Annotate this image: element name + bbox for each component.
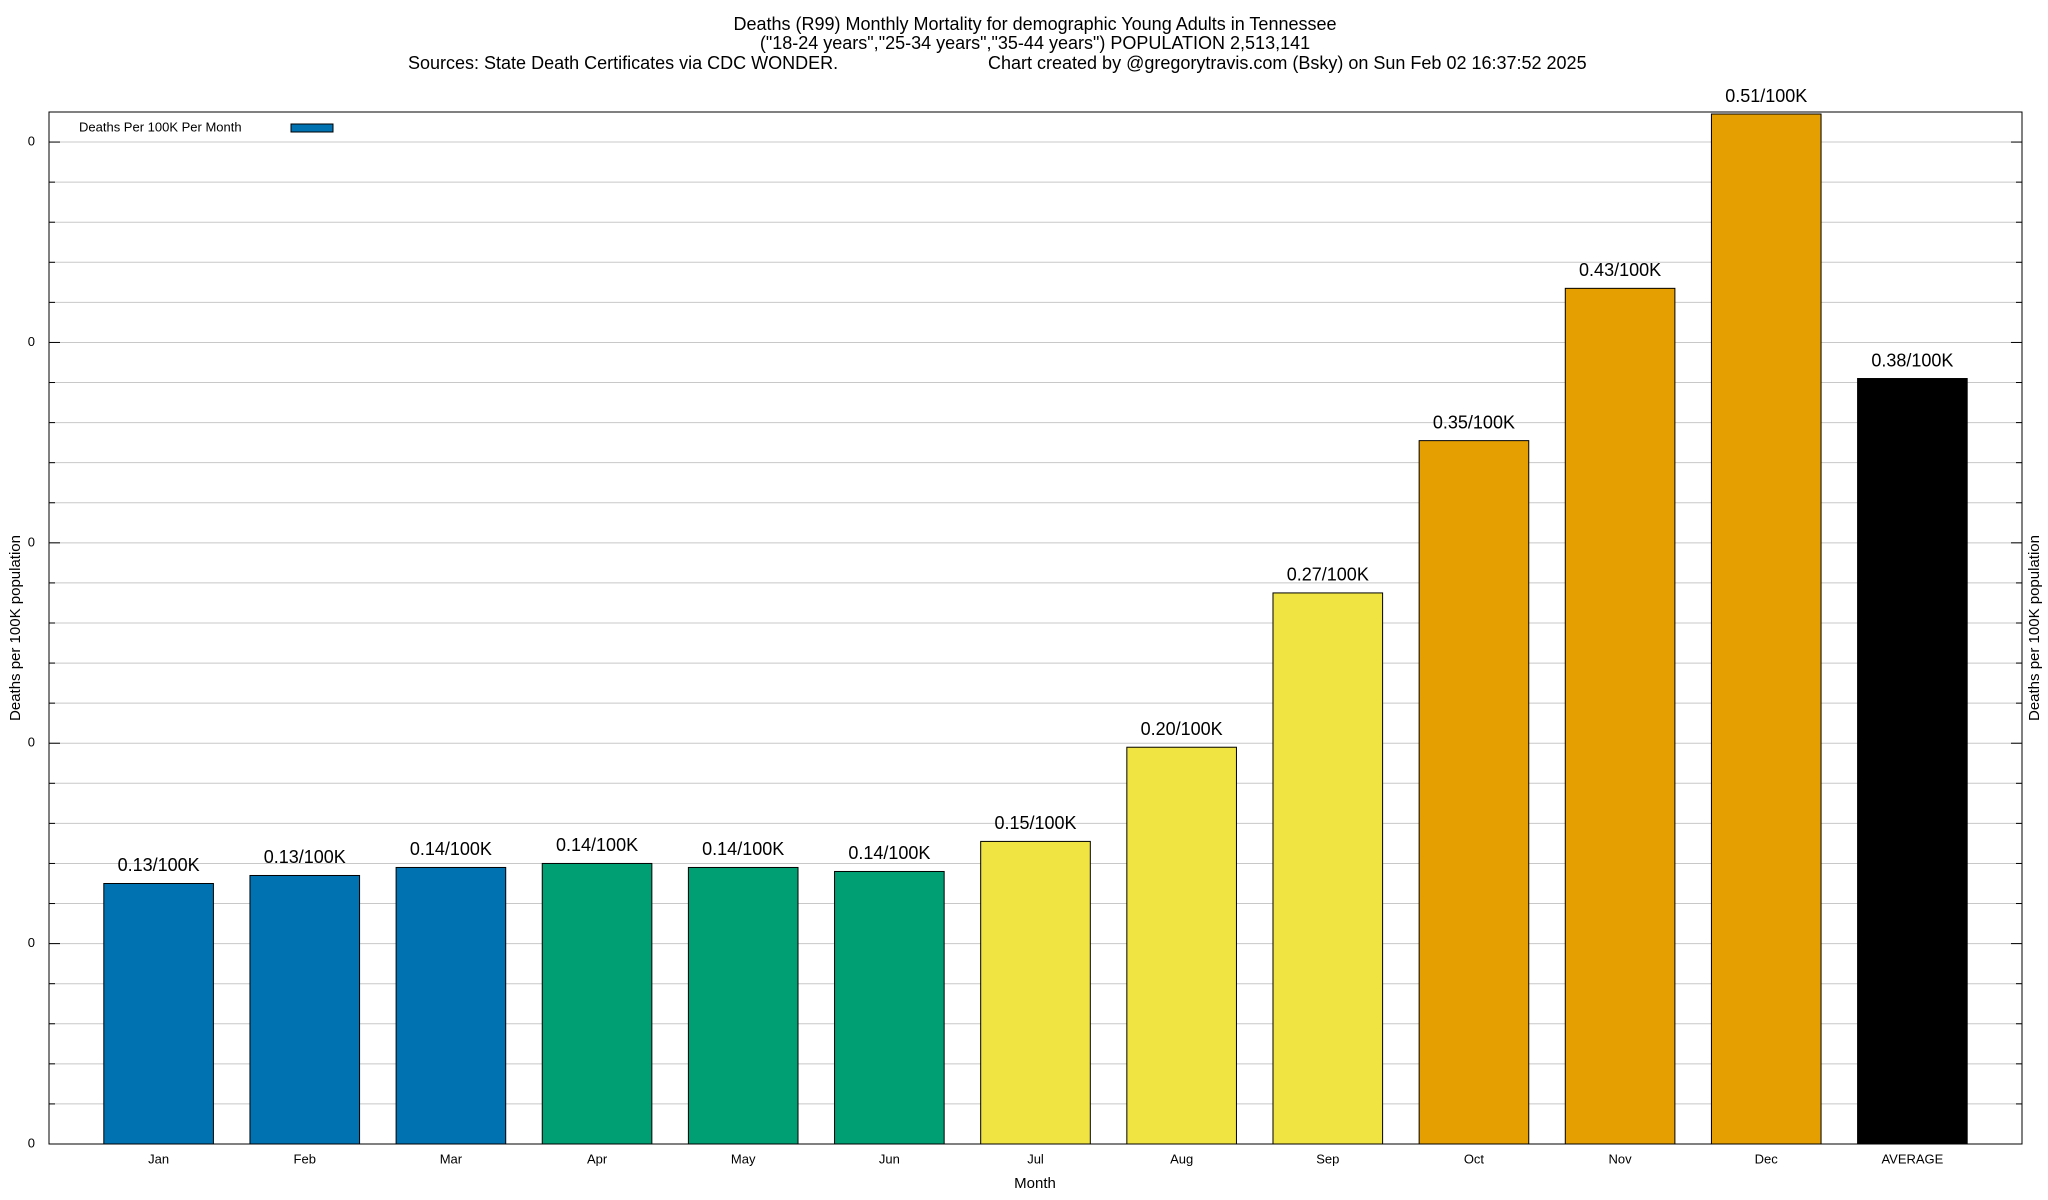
y-tick-label: 0 [28,534,35,549]
bar [687,866,799,1145]
x-tick-label: Apr [587,1151,608,1166]
y-tick-label: 0 [28,133,35,148]
x-tick-label: Jun [879,1151,900,1166]
value-label: 0.14/100K [410,839,492,859]
value-label: 0.15/100K [994,813,1076,833]
credit-note: Chart created by @gregorytravis.com (Bsk… [988,53,1587,73]
y-tick-label: 0 [28,334,35,349]
x-tick-label: Feb [294,1151,316,1166]
x-tick-label: Mar [440,1151,463,1166]
y2-axis-label: Deaths per 100K population [2026,535,2043,721]
legend-swatch [290,123,334,133]
x-tick-label: Aug [1170,1151,1193,1166]
bar [1418,440,1530,1145]
x-tick-label: Dec [1755,1151,1779,1166]
value-label: 0.38/100K [1871,350,1953,370]
y-tick-label: 0 [28,735,35,750]
bar [249,874,361,1145]
chart-title: Deaths (R99) Monthly Mortality for demog… [733,14,1336,34]
value-label: 0.43/100K [1579,260,1661,280]
legend-label: Deaths Per 100K Per Month [79,119,242,134]
value-label: 0.14/100K [848,843,930,863]
x-tick-label: Oct [1464,1151,1485,1166]
x-tick-label: May [731,1151,756,1166]
value-label: 0.51/100K [1725,86,1807,106]
bar [834,870,945,1145]
value-label: 0.13/100K [118,855,200,875]
y-axis-label: Deaths per 100K population [7,535,24,721]
bar [395,866,507,1145]
bar [541,862,653,1145]
value-label: 0.14/100K [702,839,784,859]
x-tick-label: Sep [1316,1151,1339,1166]
value-label: 0.20/100K [1141,719,1223,739]
value-label: 0.14/100K [556,835,638,855]
source-note: Sources: State Death Certificates via CD… [408,53,838,73]
bar [1857,378,1968,1145]
x-tick-label: Jan [148,1151,169,1166]
bar [1710,113,1822,1145]
value-label: 0.35/100K [1433,412,1515,432]
y-tick-label: 0 [28,1135,35,1150]
bar [980,840,1091,1145]
bar [103,882,214,1145]
bar [1126,746,1237,1145]
bar [1272,592,1384,1145]
x-tick-label: AVERAGE [1881,1151,1943,1166]
value-label: 0.27/100K [1287,565,1369,585]
chart-subtitle: ("18-24 years","25-34 years","35-44 year… [760,33,1310,53]
x-axis-label: Month [1014,1175,1056,1192]
y-tick-label: 0 [28,935,35,950]
x-tick-label: Jul [1027,1151,1044,1166]
bar [1564,287,1676,1145]
value-label: 0.13/100K [264,847,346,867]
x-tick-label: Nov [1609,1151,1633,1166]
